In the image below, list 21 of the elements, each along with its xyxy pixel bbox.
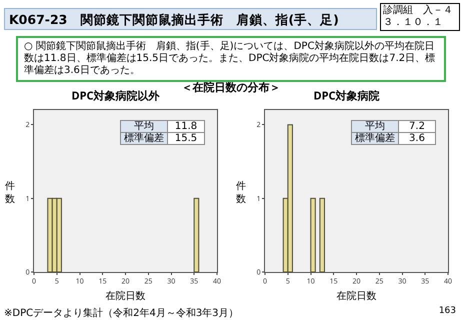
annotation: 3.6 bbox=[398, 132, 436, 144]
text: 163 bbox=[438, 306, 456, 316]
text: ＜在院日数の分布＞ bbox=[182, 81, 280, 94]
text: K067-23 関節鏡下関節鼠摘出手術 肩鎖、指(手、足) bbox=[4, 8, 377, 30]
annotation: 標準偏差 bbox=[352, 132, 398, 144]
y-axis-title: 件数 bbox=[5, 178, 15, 205]
annotation: 平均 bbox=[120, 120, 168, 132]
annotation: 平均 bbox=[352, 120, 398, 132]
chart-title: DPC対象病院 bbox=[313, 88, 380, 104]
text: 診調組 入－４ bbox=[383, 5, 453, 16]
text: ○ 関節鏡下関節鼠摘出手術 肩鎖、指(手、足)については、DPC対象病院以外の平均在院日数は11.8日、標準偏差は15.5日であった。また、DPC対象病院の平均在院日数は7.2日、標準偏差は3.6日であった。 bbox=[16, 36, 446, 82]
text: ３．１０．１ bbox=[383, 17, 444, 29]
annotation: 7.2 bbox=[398, 120, 436, 132]
annotation: 15.5 bbox=[168, 132, 204, 144]
y-axis-title: 件数 bbox=[236, 178, 246, 205]
text: ※DPCデータより集計（令和2年4月～令和3年3月） bbox=[4, 306, 239, 320]
chart-title: DPC対象病院以外 bbox=[71, 88, 161, 104]
x-axis-title: 在院日数 bbox=[336, 288, 376, 302]
annotation: 標準偏差 bbox=[120, 132, 168, 144]
x-axis-title: 在院日数 bbox=[106, 288, 146, 302]
annotation: 11.8 bbox=[168, 120, 204, 132]
